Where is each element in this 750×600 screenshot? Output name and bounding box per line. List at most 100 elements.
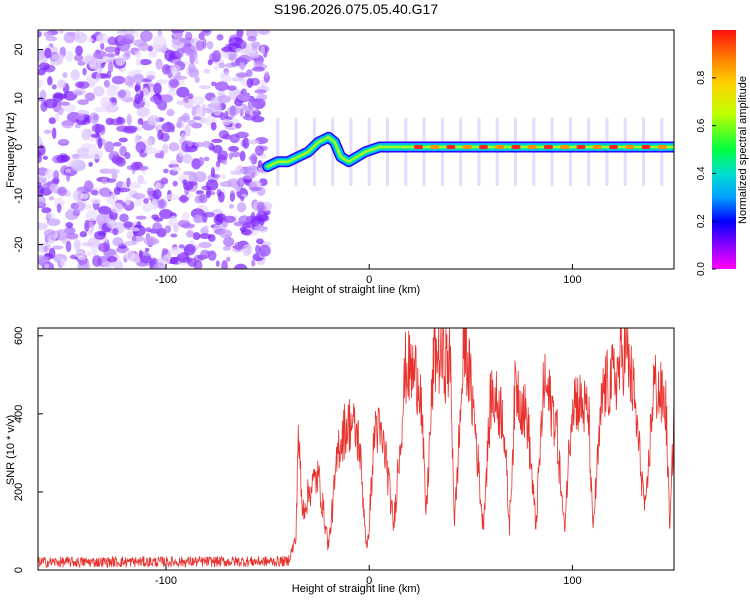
y-tick-label: -10 <box>13 188 25 204</box>
noise-blob <box>166 108 175 117</box>
noise-blob <box>174 32 181 38</box>
track-streak <box>349 117 353 187</box>
noise-blob <box>220 74 232 84</box>
noise-blob <box>254 145 264 156</box>
noise-blob <box>219 150 228 161</box>
noise-blob <box>83 56 97 65</box>
noise-blob <box>143 147 158 155</box>
noise-blob <box>235 47 243 53</box>
noise-blob <box>63 31 76 44</box>
noise-blob <box>157 129 164 141</box>
noise-blob <box>85 209 98 222</box>
noise-blob <box>145 101 150 108</box>
noise-blob <box>38 62 50 71</box>
colorbar-label: Normalized spectral amplitude <box>737 76 749 224</box>
noise-blob <box>113 186 121 196</box>
noise-blob <box>217 191 225 203</box>
noise-blob <box>169 246 184 255</box>
noise-blob <box>38 194 46 207</box>
noise-blob <box>74 251 86 258</box>
noise-blob <box>251 259 256 267</box>
noise-blob <box>161 122 175 133</box>
noise-blob <box>163 168 169 174</box>
noise-blob <box>43 98 58 109</box>
noise-blob <box>112 236 124 247</box>
noise-blob <box>161 64 171 75</box>
noise-blob <box>118 137 128 143</box>
noise-blob <box>205 188 211 199</box>
noise-blob <box>182 179 188 185</box>
noise-blob <box>38 79 44 88</box>
noise-blob <box>218 62 226 69</box>
noise-blob <box>130 161 141 171</box>
noise-blob <box>147 114 160 126</box>
noise-blob <box>235 131 249 139</box>
noise-blob <box>135 197 142 207</box>
noise-blob <box>151 198 158 210</box>
noise-blob <box>74 32 88 44</box>
noise-blob <box>168 215 178 228</box>
noise-blob <box>217 95 232 104</box>
signal-hotspot <box>511 145 521 150</box>
noise-blob <box>227 105 240 116</box>
noise-blob <box>110 202 124 214</box>
snr-series-line <box>38 328 674 569</box>
noise-blob <box>210 81 217 87</box>
x-tick-label: -100 <box>155 274 177 286</box>
noise-blob <box>203 211 215 218</box>
noise-blob <box>184 124 191 137</box>
noise-blob <box>189 181 198 186</box>
noise-blob <box>43 129 52 135</box>
noise-blob <box>236 202 247 213</box>
noise-blob <box>195 141 205 148</box>
noise-blob <box>74 81 85 88</box>
noise-blob <box>65 240 72 253</box>
noise-blob <box>74 54 84 62</box>
noise-blob <box>82 67 87 76</box>
noise-blob <box>215 260 220 267</box>
noise-blob <box>91 123 105 134</box>
noise-blob <box>251 52 260 59</box>
noise-blob <box>182 171 196 176</box>
noise-blob <box>117 89 127 98</box>
noise-blob <box>167 89 177 97</box>
noise-blob <box>58 101 70 106</box>
noise-blob <box>81 128 91 141</box>
noise-blob <box>135 58 142 66</box>
noise-blob <box>246 30 258 39</box>
noise-blob <box>61 119 74 129</box>
noise-blob <box>73 238 81 251</box>
noise-blob <box>96 213 106 226</box>
noise-blob <box>205 250 216 255</box>
colorbar-tick-label: 0.0 <box>696 262 707 276</box>
noise-blob <box>55 229 68 241</box>
noise-blob <box>48 248 56 259</box>
noise-blob <box>188 119 197 127</box>
noise-blob <box>213 65 219 71</box>
noise-blob <box>172 180 178 187</box>
noise-blob <box>43 31 53 38</box>
noise-blob <box>92 255 102 267</box>
noise-blob <box>146 187 155 196</box>
noise-blob <box>187 140 193 148</box>
noise-blob <box>45 212 55 220</box>
noise-blob <box>181 112 191 123</box>
noise-blob <box>65 51 74 63</box>
noise-blob <box>222 133 232 140</box>
noise-blob <box>41 207 52 214</box>
noise-blob <box>187 93 194 100</box>
noise-blob <box>146 74 155 81</box>
noise-blob <box>79 231 88 238</box>
noise-blob <box>47 76 53 86</box>
noise-blob <box>139 90 144 99</box>
noise-blob <box>152 262 166 269</box>
noise-blob <box>138 42 150 52</box>
noise-blob <box>230 61 241 67</box>
noise-blob <box>186 229 195 238</box>
noise-blob <box>238 54 252 63</box>
noise-blob <box>140 30 153 42</box>
noise-blob <box>51 53 65 62</box>
noise-blob <box>126 114 132 126</box>
